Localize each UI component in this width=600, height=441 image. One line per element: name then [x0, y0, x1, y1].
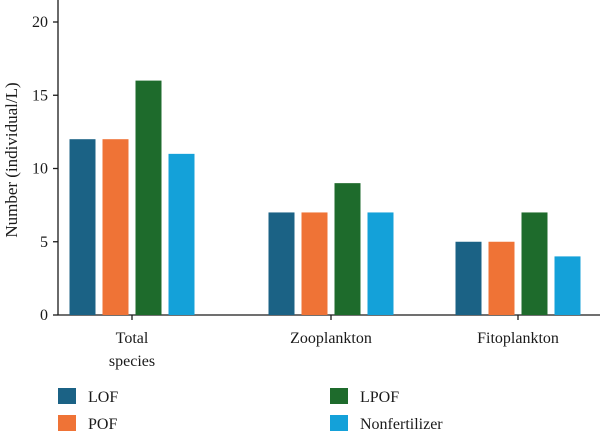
bar-pof-1 — [301, 212, 328, 315]
y-tick-label: 0 — [40, 307, 48, 324]
legend-label-pof: POF — [88, 416, 117, 433]
bar-nonfertilizer-0 — [168, 153, 195, 315]
bar-pof-0 — [102, 139, 129, 315]
bar-lof-0 — [69, 139, 96, 315]
bar-lpof-1 — [334, 183, 361, 315]
bar-pof-2 — [488, 241, 515, 315]
bar-lof-2 — [455, 241, 482, 315]
legend-swatch-lof — [58, 388, 76, 404]
y-tick-label: 10 — [32, 161, 48, 178]
legend-swatch-lpof — [330, 388, 348, 404]
legend: LOF POF LPOF Nonfertilizer — [58, 388, 443, 433]
legend-swatch-pof — [58, 415, 76, 431]
legend-swatch-nonfertilizer — [330, 415, 348, 431]
bar-nonfertilizer-2 — [554, 256, 581, 315]
bar-lof-1 — [268, 212, 295, 315]
bar-nonfertilizer-1 — [367, 212, 394, 315]
x-tick-label: Fitoplankton — [477, 330, 559, 347]
y-tick-label: 20 — [32, 14, 48, 31]
plot-area: 0 5 10 15 20 Number (individual/L) Total specie… — [2, 0, 600, 370]
bar-lpof-2 — [521, 212, 548, 315]
legend-label-lof: LOF — [88, 389, 118, 406]
y-axis-title: Number (individual/L) — [2, 82, 21, 237]
legend-label-lpof: LPOF — [360, 389, 399, 406]
y-tick-label: 5 — [40, 234, 48, 251]
x-tick-label: Zooplankton — [290, 330, 372, 347]
x-tick-label: Total — [116, 330, 149, 347]
bar-lpof-0 — [135, 80, 162, 315]
x-tick-label: species — [109, 353, 155, 370]
legend-label-nonfertilizer: Nonfertilizer — [360, 416, 443, 433]
y-tick-label: 15 — [32, 87, 48, 104]
